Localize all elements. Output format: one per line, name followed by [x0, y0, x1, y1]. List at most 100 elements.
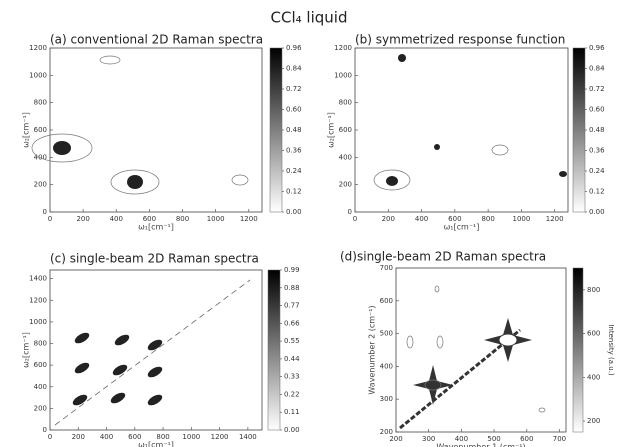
- y-tick-label: 1400: [29, 275, 47, 283]
- x-tick-label: 400: [455, 435, 468, 443]
- y-tick-label: 1200: [29, 296, 47, 304]
- y-tick-label: 200: [34, 404, 47, 412]
- x-tick-label: 1400: [239, 433, 257, 441]
- y-tick-label: 400: [380, 362, 393, 370]
- x-tick-label: 0: [48, 215, 52, 223]
- x-tick-label: 400: [415, 215, 428, 223]
- y-tick-label: 300: [380, 395, 393, 403]
- colorbar-tick-label: 0.33: [284, 373, 300, 381]
- colorbar: [267, 269, 281, 431]
- x-axis-label: ω₁[cm⁻¹]: [138, 441, 174, 447]
- y-tick-label: 600: [34, 126, 47, 134]
- x-tick-label: 700: [553, 435, 566, 443]
- x-tick-label: 1200: [211, 433, 229, 441]
- x-tick-label: 400: [110, 215, 123, 223]
- colorbar-tick-label: 600: [587, 330, 600, 338]
- colorbar-tick-label: 0.60: [589, 106, 605, 114]
- colorbar-tick-label: 200: [587, 417, 600, 425]
- x-tick-label: 200: [72, 433, 85, 441]
- x-tick-label: 200: [382, 215, 395, 223]
- colorbar-tick-label: 0.72: [286, 85, 302, 93]
- y-axis-label: ω₂[cm⁻¹]: [22, 332, 31, 368]
- x-tick-label: 800: [176, 215, 189, 223]
- x-axis-label: Wavenumber 1 (cm⁻¹): [436, 443, 525, 447]
- y-tick-label: 1000: [29, 318, 47, 326]
- colorbar-tick-label: 0.00: [286, 208, 302, 216]
- colorbar-tick-label: 0.36: [589, 147, 605, 155]
- y-tick-label: 800: [34, 340, 47, 348]
- x-tick-label: 1000: [207, 215, 225, 223]
- colorbar-tick-label: 0.00: [284, 426, 300, 434]
- x-tick-label: 600: [128, 433, 141, 441]
- x-axis-label: ω₁[cm⁻¹]: [138, 223, 174, 232]
- colorbar-tick-label: 0.88: [284, 284, 300, 292]
- panel: (d)single-beam 2D Raman spectra 200 300 400…: [340, 250, 615, 447]
- colorbar-tick-label: 0.00: [589, 208, 605, 216]
- y-tick-label: 600: [34, 361, 47, 369]
- y-axis-label: ω₂[cm⁻¹]: [22, 112, 31, 148]
- y-tick-label: 200: [339, 181, 352, 189]
- colorbar-tick-label: 0.77: [284, 302, 300, 310]
- y-tick-label: 200: [380, 428, 393, 436]
- plot-area: [354, 47, 569, 213]
- colorbar-tick-label: 800: [587, 286, 600, 294]
- colorbar-tick-label: 0.96: [589, 44, 605, 52]
- y-axis-label: Wavenumber 2 (cm⁻¹): [368, 305, 377, 394]
- contour-features: [31, 54, 567, 430]
- y-tick-label: 800: [339, 99, 352, 107]
- colorbar-tick-label: 0.60: [286, 106, 302, 114]
- colorbar-tick-label: 0.22: [284, 390, 300, 398]
- y-tick-label: 800: [34, 99, 47, 107]
- colorbar-tick-label: 0.99: [284, 266, 300, 274]
- colorbar: [572, 47, 586, 213]
- x-tick-label: 1200: [546, 215, 564, 223]
- y-tick-label: 0: [43, 426, 47, 434]
- y-tick-label: 200: [34, 181, 47, 189]
- x-tick-label: 200: [389, 435, 402, 443]
- y-tick-label: 700: [380, 264, 393, 272]
- x-tick-label: 1000: [182, 433, 200, 441]
- x-tick-label: 300: [422, 435, 435, 443]
- x-tick-label: 400: [100, 433, 113, 441]
- colorbar-tick-label: 0.72: [589, 85, 605, 93]
- x-tick-label: 1000: [512, 215, 530, 223]
- colorbar-tick-label: 0.84: [286, 65, 302, 73]
- x-tick-label: 0: [48, 433, 52, 441]
- panel-title: (b) symmetrized response function: [355, 33, 565, 47]
- x-tick-label: 800: [156, 433, 169, 441]
- y-tick-label: 1200: [334, 44, 352, 52]
- x-tick-label: 600: [448, 215, 461, 223]
- colorbar-tick-label: 0.66: [284, 319, 300, 327]
- colorbar-tick-label: 0.96: [286, 44, 302, 52]
- colorbar-tick-label: 0.12: [286, 188, 302, 196]
- x-tick-label: 600: [143, 215, 156, 223]
- colorbar-tick-label: 0.44: [284, 355, 300, 363]
- colorbar-tick-label: 0.48: [286, 126, 302, 134]
- colorbar-tick-label: 400: [587, 373, 600, 381]
- colorbar-tick-label: 0.11: [284, 408, 300, 416]
- colorbar: [269, 47, 283, 213]
- y-tick-label: 500: [380, 330, 393, 338]
- y-tick-label: 0: [348, 208, 352, 216]
- colorbar-tick-label: 0.24: [589, 167, 605, 175]
- colorbar-tick-label: 0.24: [286, 167, 302, 175]
- panels: (a) conventional 2D Raman spectra 0 200 400…: [22, 33, 616, 447]
- x-tick-label: 600: [520, 435, 533, 443]
- x-tick-label: 0: [353, 215, 357, 223]
- y-axis-label: ω₂[cm⁻¹]: [327, 112, 336, 148]
- x-tick-label: 800: [481, 215, 494, 223]
- x-tick-label: 200: [76, 215, 89, 223]
- colorbar-label: Intensity (a.u.): [607, 324, 615, 376]
- colorbar-tick-label: 0.12: [589, 188, 605, 196]
- plot-area: [395, 267, 567, 433]
- y-tick-label: 1200: [29, 44, 47, 52]
- colorbar-tick-label: 0.55: [284, 337, 300, 345]
- y-tick-label: 1000: [29, 71, 47, 79]
- colorbar-tick-label: 0.84: [589, 65, 605, 73]
- x-tick-label: 500: [487, 435, 500, 443]
- panel-title: (c) single-beam 2D Raman spectra: [50, 252, 259, 266]
- panel: (b) symmetrized response function 0 200 400…: [327, 33, 606, 232]
- plot-area: [49, 47, 263, 213]
- x-axis-label: ω₁[cm⁻¹]: [444, 223, 480, 232]
